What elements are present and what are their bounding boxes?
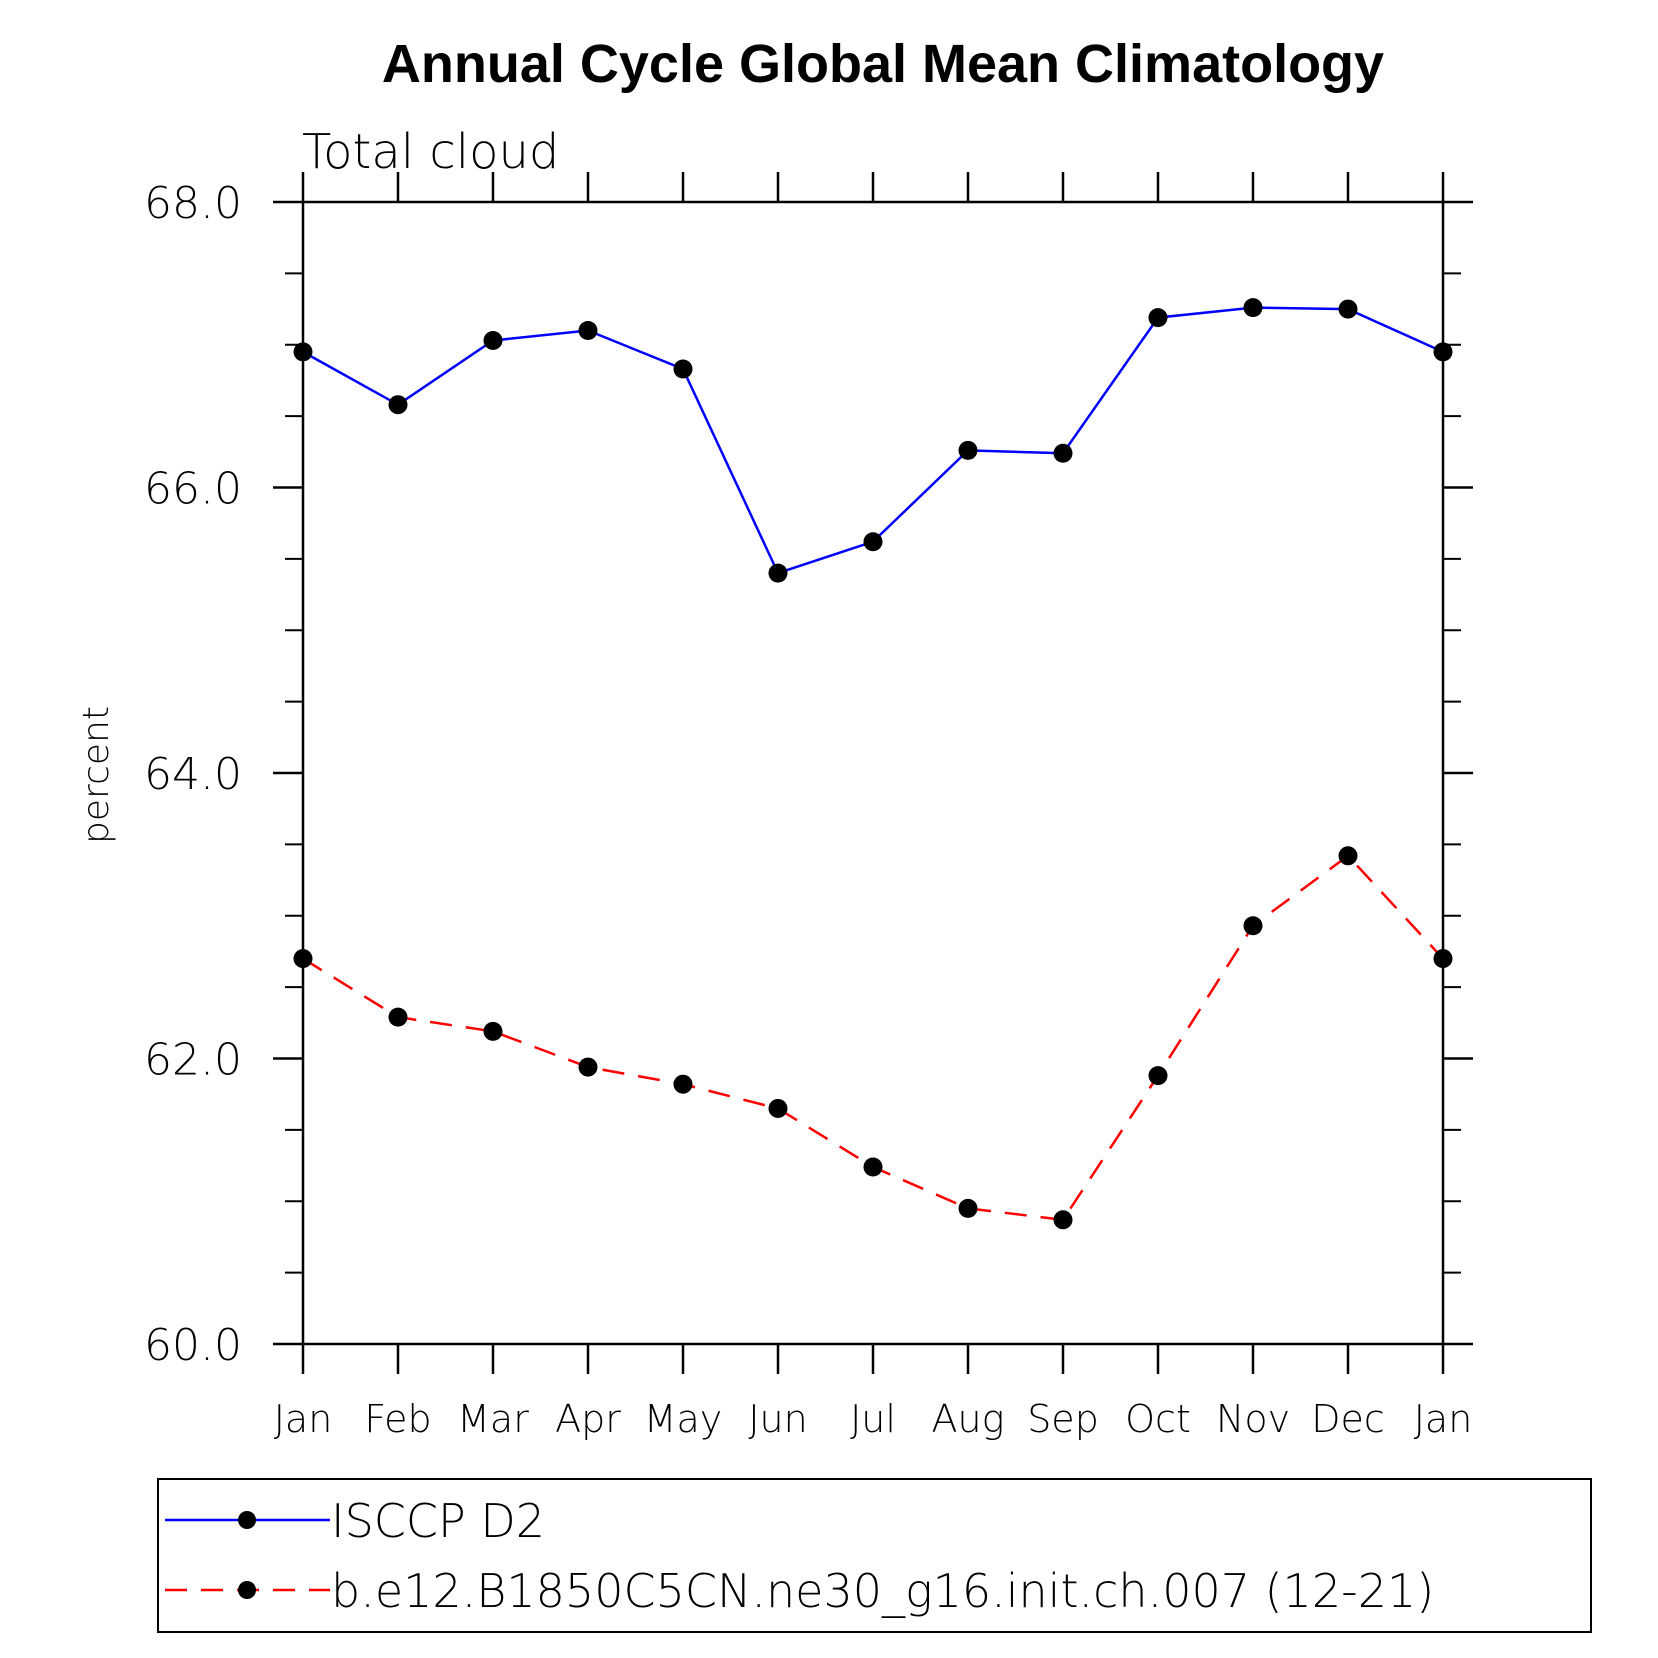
axes: Jan Feb Mar Apr May Jun Jul Aug Sep Oct Nov Dec Jan 6… [144,172,1473,1441]
data-point [1433,342,1453,362]
series-layer [293,298,1453,1230]
legend-box [157,1478,1592,1633]
data-point [483,330,503,350]
data-point [1148,308,1168,328]
x-tick-label: Dec [1311,1397,1385,1441]
data-point [1148,1066,1168,1086]
x-tick-label: Jan [274,1397,333,1441]
data-point [863,1157,883,1177]
x-tick-label: Apr [555,1397,621,1441]
legend-label-model: b.e12.B1850C5CN.ne30_g16.init.ch.007 (12… [331,1564,1434,1618]
data-point [1243,916,1263,936]
x-tick-label: Sep [1027,1397,1099,1441]
x-tick-label: Jan [1414,1397,1473,1441]
x-tick-label: Jun [748,1397,807,1441]
chart-subtitle: Total cloud [302,124,559,180]
x-tick-label: Nov [1216,1397,1290,1441]
data-point [768,563,788,583]
data-point [1338,846,1358,866]
x-tick-label: Jul [850,1397,896,1441]
data-point [1053,1210,1073,1230]
x-tick-label: Oct [1125,1397,1191,1441]
data-point [578,1057,598,1077]
data-point [958,1198,978,1218]
data-point [863,532,883,552]
chart-title: Annual Cycle Global Mean Climatology [382,34,1384,94]
data-point [483,1021,503,1041]
data-point [293,342,313,362]
x-tick-label: Mar [457,1397,529,1441]
data-point [673,359,693,379]
data-point [768,1098,788,1118]
y-tick-label: 62.0 [144,1035,242,1086]
data-point [1243,298,1263,318]
data-point [958,440,978,460]
data-point [578,320,598,340]
data-point [293,949,313,969]
y-tick-label: 64.0 [144,749,242,800]
x-tick-label: Feb [364,1397,431,1441]
y-tick-label: 66.0 [144,464,242,515]
data-point [388,1007,408,1027]
y-tick-label: 60.0 [144,1320,242,1371]
x-tick-label: Aug [932,1397,1005,1441]
data-point [1053,443,1073,463]
legend-marker-isccp [238,1511,256,1529]
data-point [1433,949,1453,969]
y-axis-label: percent [76,706,117,844]
legend-label-isccp: ISCCP D2 [331,1494,545,1548]
legend-marker-model [238,1581,256,1599]
x-tick-label: May [644,1397,723,1441]
data-point [388,395,408,415]
legend: ISCCP D2 b.e12.B1850C5CN.ne30_g16.init.c… [157,1478,1592,1633]
data-point [1338,299,1358,319]
data-point [673,1074,693,1094]
y-tick-label: 68.0 [144,178,242,229]
